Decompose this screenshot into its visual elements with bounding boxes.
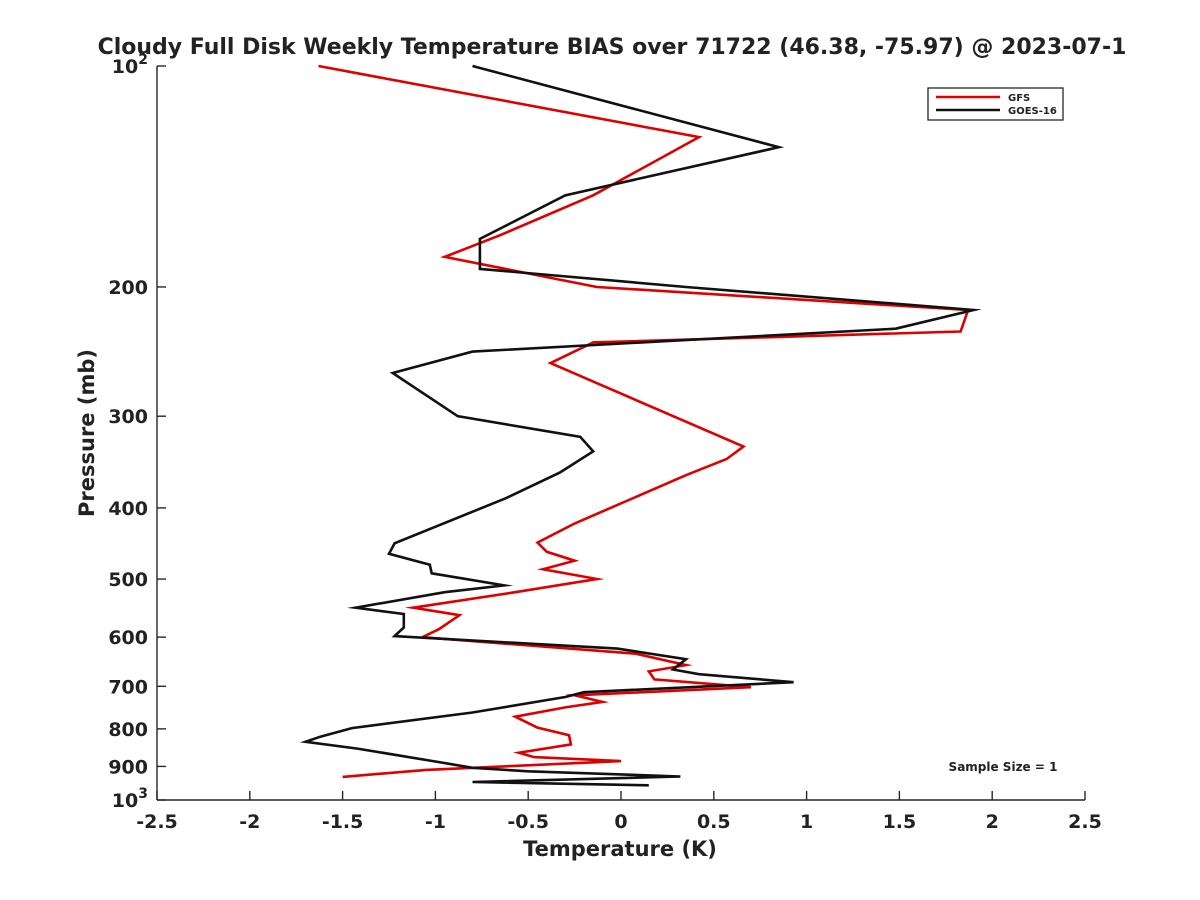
x-tick-label: -2 xyxy=(239,811,260,833)
legend: GFS GOES-16 xyxy=(927,87,1064,121)
series-line-gfs xyxy=(318,64,970,779)
y-tick-label: 500 xyxy=(108,569,148,591)
x-tick-label: 2.5 xyxy=(1068,811,1102,833)
x-tick-label: -0.5 xyxy=(507,811,549,833)
x-tick-label: -2.5 xyxy=(136,811,178,833)
x-tick-label: 2 xyxy=(986,811,999,833)
legend-box xyxy=(927,87,1064,121)
sample-size-annotation: Sample Size = 1 xyxy=(949,760,1058,774)
y-tick-label: 700 xyxy=(108,676,148,698)
x-tick-label: -1 xyxy=(425,811,446,833)
y-tick-label: 400 xyxy=(108,498,148,520)
y-tick-label: 600 xyxy=(108,627,148,649)
y-tick-label-power: 102 xyxy=(112,52,148,78)
x-tick-label: 1 xyxy=(800,811,813,833)
plot-area: -2.5 -2 -1.5 -1 -0.5 0 0.5 1 1.5 2 2.5 200 300 400 500… xyxy=(108,52,1102,833)
x-axis-label: Temperature (K) xyxy=(523,837,717,861)
series-layer xyxy=(299,64,982,787)
x-tick-label: 0.5 xyxy=(697,811,731,833)
y-tick-label: 200 xyxy=(108,277,148,299)
y-tick-label-power: 103 xyxy=(112,786,148,812)
legend-label-gfs: GFS xyxy=(1008,93,1030,104)
y-tick-label: 800 xyxy=(108,719,148,741)
y-tick-label: 900 xyxy=(108,756,148,778)
chart-title: Cloudy Full Disk Weekly Temperature BIAS… xyxy=(98,35,1127,60)
legend-label-goes-16: GOES-16 xyxy=(1008,106,1057,117)
x-tick-label: 0 xyxy=(614,811,627,833)
series-line-goes-16 xyxy=(299,64,982,787)
y-tick-label: 300 xyxy=(108,406,148,428)
axes-layer: -2.5 -2 -1.5 -1 -0.5 0 0.5 1 1.5 2 2.5 200 300 400 500… xyxy=(108,52,1102,833)
x-tick-label: -1.5 xyxy=(322,811,364,833)
x-tick-label: 1.5 xyxy=(883,811,917,833)
y-axis-label: Pressure (mb) xyxy=(75,349,99,517)
